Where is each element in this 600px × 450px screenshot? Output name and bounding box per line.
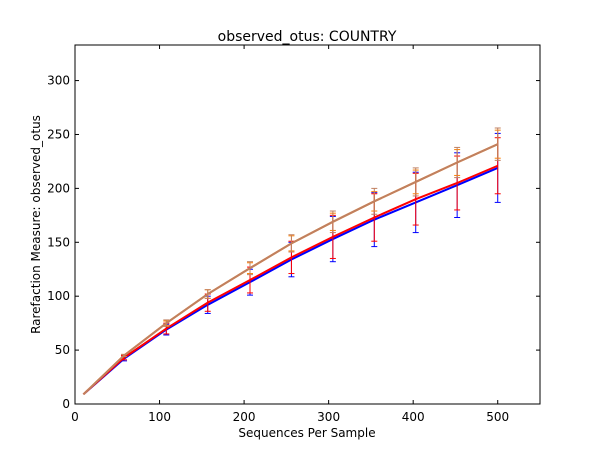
y-tick-label: 100 (47, 289, 70, 303)
series-line-0 (82, 166, 499, 396)
y-tick-label: 200 (47, 181, 70, 195)
y-axis-label: Rarefaction Measure: observed_otus (29, 115, 43, 334)
y-tick-label: 300 (47, 74, 70, 88)
series-0 (82, 132, 501, 396)
chart-title: observed_otus: COUNTRY (218, 29, 397, 45)
x-tick-label: 500 (486, 410, 509, 424)
x-tick-label: 400 (402, 410, 425, 424)
series-line-3 (82, 143, 499, 396)
y-tick-label: 150 (47, 235, 70, 249)
series-3 (82, 127, 501, 396)
series-2 (82, 129, 501, 396)
x-axis-label: Sequences Per Sample (238, 426, 375, 440)
series-line-2 (82, 143, 499, 396)
plot-frame (74, 44, 541, 405)
series-1 (82, 137, 501, 396)
x-tick-label: 300 (317, 410, 340, 424)
x-tick-label: 200 (233, 410, 256, 424)
y-tick-label: 0 (62, 397, 70, 411)
series-line-1 (82, 164, 499, 396)
x-tick-label: 0 (71, 410, 79, 424)
x-tick-label: 100 (148, 410, 171, 424)
y-tick-label: 50 (55, 343, 70, 357)
y-tick-label: 250 (47, 127, 70, 141)
